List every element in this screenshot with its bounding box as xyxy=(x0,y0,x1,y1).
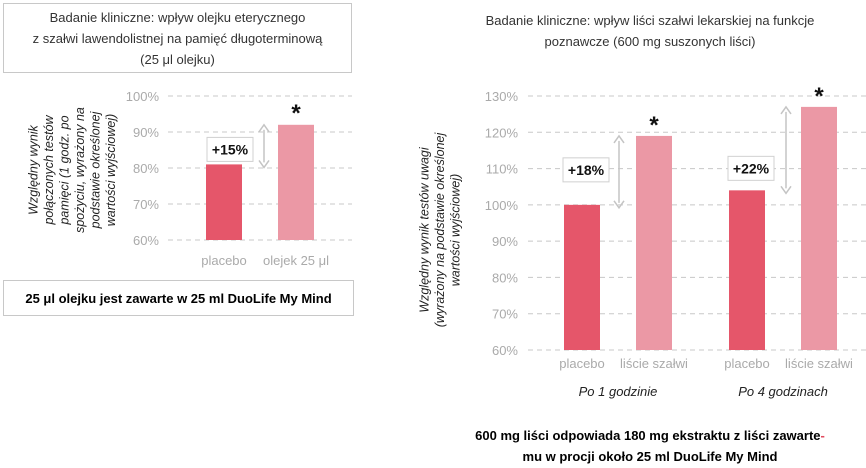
y-tick-label: 70% xyxy=(133,197,159,212)
change-badge-label: +22% xyxy=(733,160,770,176)
bar-treatment xyxy=(278,124,314,240)
group-label: Po 1 godzinie xyxy=(579,384,658,399)
change-arrow-head-up xyxy=(780,105,792,115)
ylabel-line: Względny wynik xyxy=(26,124,40,214)
y-tick-label: 100% xyxy=(126,89,160,104)
right-bars: placebo liście szałwi placebo liście szałwi… xyxy=(559,83,853,399)
bar-placebo xyxy=(729,190,765,350)
change-badge-box xyxy=(206,136,254,162)
right-chart-title: Badanie kliniczne: wpływ liści szałwi le… xyxy=(485,13,815,49)
y-tick-label: 60% xyxy=(133,233,159,248)
bar-treatment xyxy=(801,106,837,350)
left-chart: Względny wynik połączonych testów pamięci … xyxy=(26,89,352,268)
y-tick-label: 130% xyxy=(485,89,519,104)
significance-star: * xyxy=(814,83,824,110)
x-tick-label: placebo xyxy=(724,356,770,371)
bar-treatment xyxy=(636,135,672,350)
change-arrow-head-down xyxy=(258,159,270,169)
y-tick-label: 70% xyxy=(492,307,518,322)
right-footer: 600 mg liści odpowiada 180 mg ekstraktu … xyxy=(440,425,860,467)
x-tick-label: placebo xyxy=(559,356,605,371)
x-tick-label: olejek 25 μl xyxy=(263,253,329,268)
y-tick-label: 110% xyxy=(486,162,519,177)
right-footer-line2: mu w procji około 25 ml DuoLife My Mind xyxy=(522,449,778,464)
bar-placebo xyxy=(564,204,600,350)
ylabel-line: podstawie określonej xyxy=(88,110,102,229)
change-arrow-head-down xyxy=(613,200,625,210)
change-arrow-head-up xyxy=(258,123,270,133)
group-label: Po 4 godzinach xyxy=(738,384,828,399)
ylabel-line: (wyrażony na podstawie określonej xyxy=(433,132,447,328)
change-badge-box xyxy=(562,157,610,183)
ylabel-line: pamięci (1 godz. po xyxy=(57,115,71,225)
ylabel-line: połączonych testów xyxy=(42,114,56,225)
ylabel-line: wartości wyjściowej) xyxy=(104,114,118,227)
x-tick-label: placebo xyxy=(201,253,247,268)
y-tick-label: 90% xyxy=(492,234,518,249)
y-tick-label: 90% xyxy=(133,125,159,140)
change-arrow-head-up xyxy=(613,134,625,144)
left-chart-title-box: Badanie kliniczne: wpływ olejku eteryczn… xyxy=(3,3,352,73)
left-gridlines: 60% 70% 80% 90% 100% xyxy=(126,89,352,248)
x-tick-label: liście szałwi xyxy=(620,356,688,371)
ylabel-line: spożyciu, wyrażony na xyxy=(73,107,87,233)
bar-placebo xyxy=(206,164,242,240)
significance-star: * xyxy=(291,100,301,127)
left-bars: placebo olejek 25 μl +15% * xyxy=(201,100,329,268)
left-footer-box: 25 μl olejku jest zawarte w 25 ml DuoLif… xyxy=(3,280,354,316)
y-tick-label: 100% xyxy=(485,198,519,213)
right-ylabel: Względny wynik testów uwagi (wyrażony na … xyxy=(418,132,463,328)
right-footer-hyphen: - xyxy=(820,428,825,443)
right-footer-line1: 600 mg liści odpowiada 180 mg ekstraktu … xyxy=(475,428,821,443)
y-tick-label: 120% xyxy=(485,125,519,140)
left-footer: 25 μl olejku jest zawarte w 25 ml DuoLif… xyxy=(25,290,332,306)
change-badge-box xyxy=(727,155,775,181)
ylabel-line: wartości wyjściowej) xyxy=(449,174,463,287)
y-tick-label: 60% xyxy=(492,343,518,358)
change-arrow-head-down xyxy=(780,185,792,195)
change-badge-label: +15% xyxy=(212,141,249,157)
change-badge-label: +18% xyxy=(568,162,605,178)
left-ylabel: Względny wynik połączonych testów pamięci … xyxy=(26,107,118,233)
y-tick-label: 80% xyxy=(492,270,518,285)
x-tick-label: liście szałwi xyxy=(785,356,853,371)
y-tick-label: 80% xyxy=(133,161,159,176)
significance-star: * xyxy=(649,112,659,139)
left-chart-title: Badanie kliniczne: wpływ olejku eteryczn… xyxy=(32,9,323,67)
right-gridlines: 60% 70% 80% 90% 100% 110% 120% 130% xyxy=(485,89,866,358)
